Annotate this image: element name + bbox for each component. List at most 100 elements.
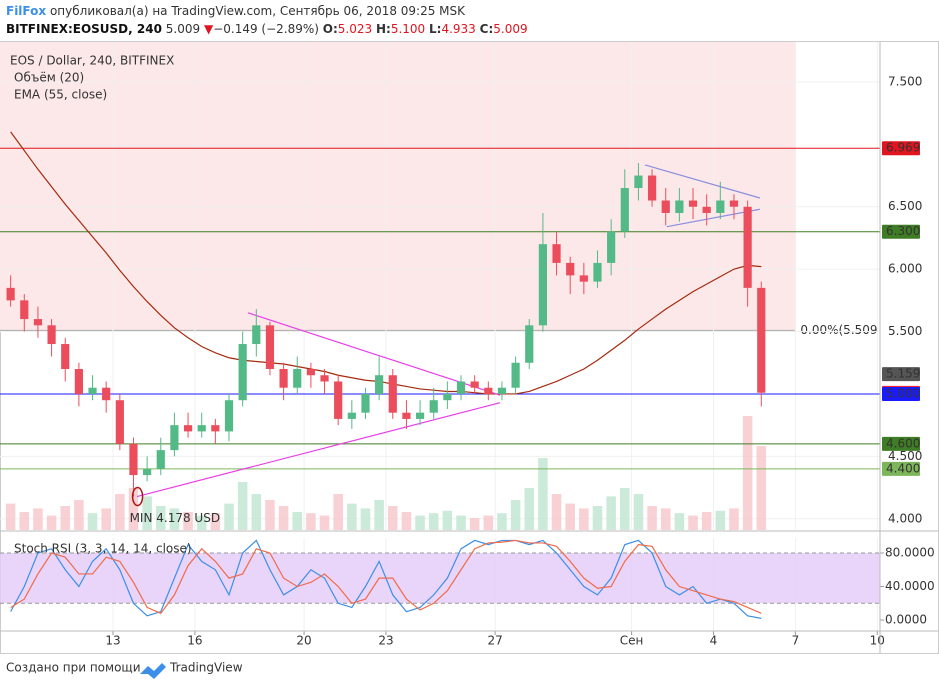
- x-tick-label: Сен: [620, 634, 644, 648]
- volume-bar: [579, 508, 589, 530]
- volume-bar: [415, 515, 425, 530]
- y-tick-label: 5.500: [888, 324, 922, 338]
- candle-body: [293, 368, 302, 388]
- volume-bar: [606, 496, 616, 530]
- legend-item: EOS / Dollar, 240, BITFINEX: [10, 54, 174, 68]
- price-label: 5.000: [886, 386, 920, 400]
- candle-body: [716, 200, 725, 213]
- fib-label: 0.00%(5.509: [800, 323, 877, 337]
- trend-line: [136, 402, 501, 498]
- published: опубликовал(а) на TradingView.com, Сентя…: [50, 4, 466, 18]
- ohlc-value: 4.933: [441, 22, 475, 36]
- candle-body: [156, 450, 165, 469]
- price-label-box: [882, 141, 920, 156]
- logo-icon: [140, 663, 166, 679]
- ohlc-value: 5.009: [493, 22, 527, 36]
- candle-body: [88, 387, 97, 394]
- candle-body: [129, 443, 138, 476]
- candle-body: [143, 468, 152, 476]
- x-tick-label: 10: [870, 634, 885, 648]
- candle-body: [388, 375, 397, 413]
- price-label: 4.400: [886, 461, 920, 475]
- ohlc-value: 5.023: [338, 22, 372, 36]
- min-annotation: MIN 4.178 USD: [130, 511, 221, 525]
- x-tick-label: 16: [187, 634, 202, 648]
- volume-bar: [633, 494, 644, 530]
- candle-body: [320, 375, 329, 382]
- ohlc-key: H:: [376, 22, 391, 36]
- legend-item: Stoch RSI (3, 3, 14, 14, close): [14, 542, 192, 556]
- volume-bar: [347, 503, 357, 530]
- x-tick-label: 13: [105, 634, 120, 648]
- candle-body: [579, 275, 588, 282]
- change: −0.149 (−2.89%): [213, 22, 319, 36]
- candle-body: [265, 325, 275, 369]
- footer-text: Создано при помощи: [6, 661, 141, 675]
- volume-bar: [142, 496, 152, 530]
- volume-bar: [319, 515, 330, 530]
- volume-bar: [292, 512, 303, 530]
- candle-body: [647, 175, 657, 201]
- candle-body: [197, 425, 206, 432]
- volume-bar: [510, 500, 521, 530]
- volume-bar: [524, 488, 535, 530]
- candle-body: [484, 387, 493, 394]
- candle-body: [456, 381, 466, 394]
- volume-bar: [115, 494, 125, 530]
- price-label-box: [882, 367, 920, 382]
- trend-line: [644, 164, 761, 199]
- volume-bar: [565, 503, 575, 530]
- candle-body: [20, 300, 29, 320]
- candle-body: [702, 206, 711, 213]
- y-tick-label: 40.0000: [885, 579, 935, 593]
- candle-body: [607, 231, 616, 263]
- candle-body: [757, 287, 766, 393]
- ohlc-key: C:: [480, 22, 494, 36]
- candle-body: [634, 175, 643, 189]
- candle-body: [306, 368, 315, 376]
- volume-bar: [251, 494, 262, 530]
- stoch-band: [0, 552, 880, 604]
- price-label: 6.969: [886, 141, 920, 155]
- volume-bar: [87, 513, 98, 530]
- volume-bar: [101, 508, 111, 530]
- candle-body: [511, 362, 520, 388]
- volume-bar: [428, 513, 439, 530]
- volume-bar: [674, 513, 685, 530]
- candle-body: [566, 262, 575, 276]
- volume-bar: [551, 494, 562, 530]
- candle-body: [675, 200, 684, 213]
- volume-bar: [60, 506, 71, 530]
- candle-body: [497, 387, 507, 394]
- volume-bar: [497, 513, 507, 530]
- volume-bar: [620, 488, 630, 530]
- y-tick-label: 6.500: [888, 199, 922, 213]
- volume-bar: [210, 513, 221, 530]
- y-tick-label: 6.000: [888, 262, 922, 276]
- candle-body: [429, 400, 438, 413]
- volume-bar: [19, 512, 30, 530]
- symbol-line: BITFINEX:EOSUSD, 240 5.009 ▼−0.149 (−2.8…: [6, 22, 528, 36]
- tradingview-logo[interactable]: TradingView: [140, 661, 243, 680]
- candle-body: [6, 287, 15, 301]
- price-label: 5.159: [886, 367, 920, 381]
- x-tick-label: 20: [296, 634, 311, 648]
- volume-bar: [388, 506, 398, 530]
- stoch-line: [10, 539, 762, 615]
- price-label-box: [882, 461, 920, 476]
- volume-bar: [538, 458, 548, 530]
- candle-body: [238, 344, 247, 401]
- candle-body: [115, 400, 124, 444]
- x-tick-label: 23: [378, 634, 393, 648]
- volume-bar: [660, 508, 671, 530]
- ohlc-key: O:: [323, 22, 338, 36]
- fib-zone: [0, 42, 796, 331]
- candle-body: [334, 381, 343, 419]
- volume-bar: [224, 503, 234, 530]
- candle-body: [170, 425, 179, 451]
- volume-bar: [756, 446, 767, 530]
- volume-bar: [469, 518, 480, 530]
- candle-body: [552, 244, 561, 263]
- volume-bar: [33, 508, 43, 530]
- price-label: 6.300: [886, 224, 920, 238]
